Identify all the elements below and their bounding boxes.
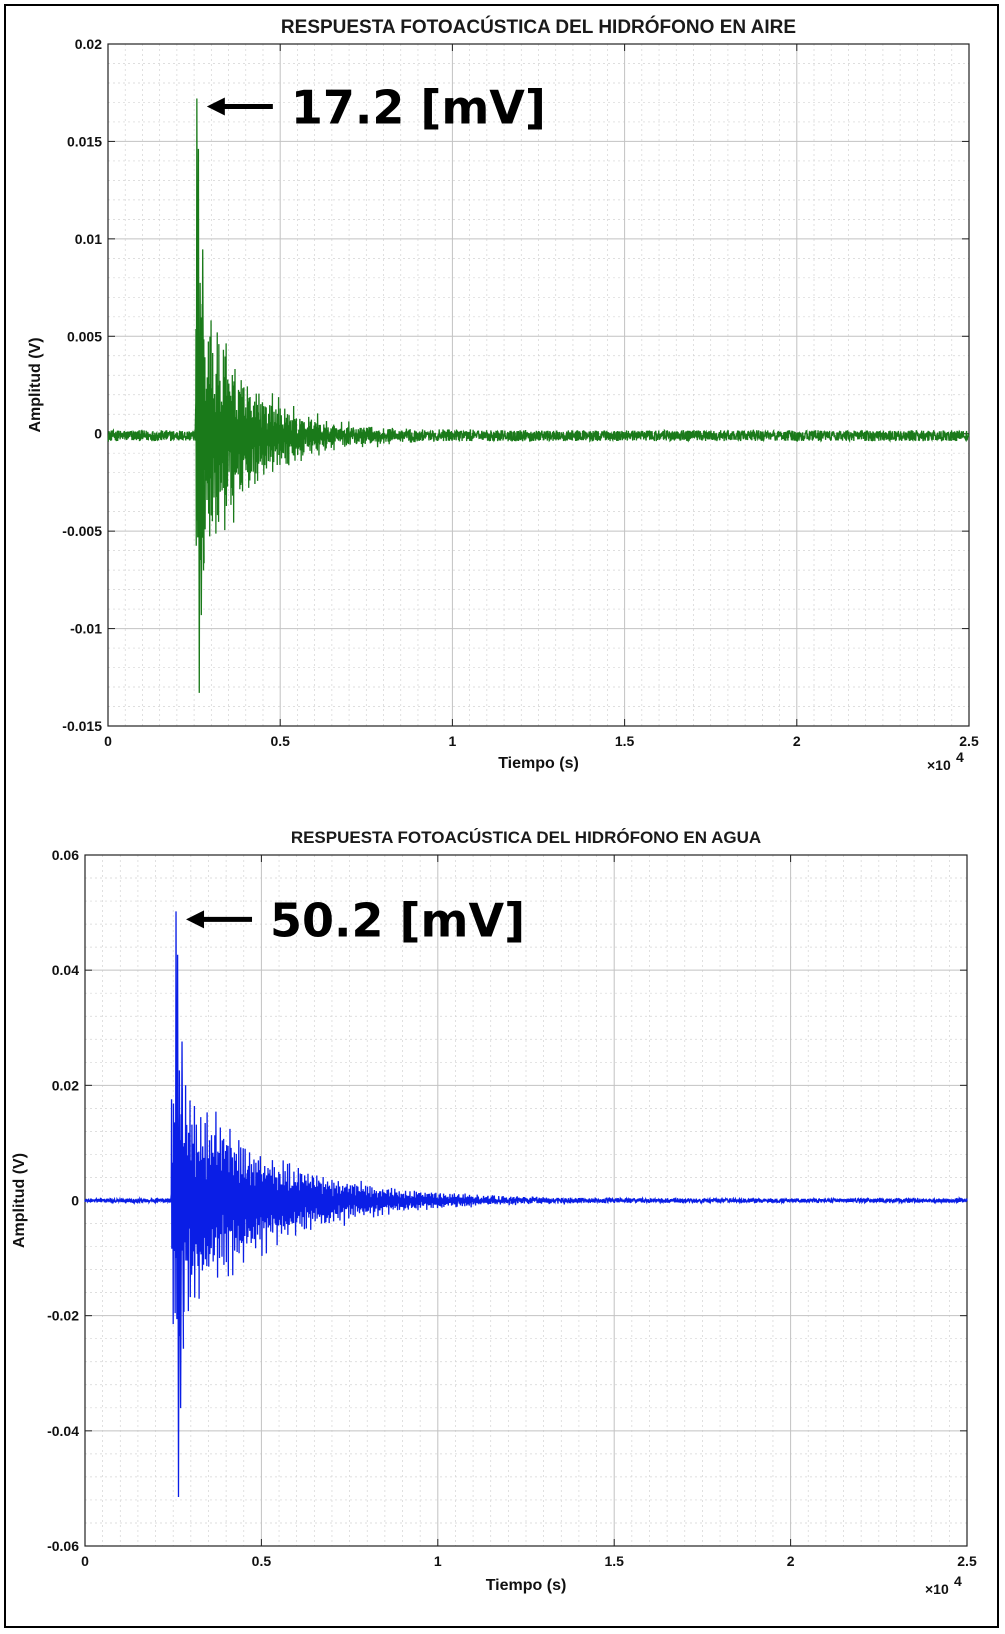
chart-air-x-tick-label: 0.5 <box>270 733 290 749</box>
chart-water-peak-label: 50.2 [mV] <box>270 893 525 947</box>
chart-air-x-axis-label: Tiempo (s) <box>498 755 579 772</box>
chart-water-y-tick-label: -0.06 <box>47 1538 79 1554</box>
chart-water-peak-annotation: 50.2 [mV] <box>186 893 525 947</box>
chart-air-y-tick-label: 0.015 <box>67 133 102 149</box>
chart-water-x-tick-label: 0.5 <box>252 1553 272 1569</box>
chart-water-y-tick-label: -0.02 <box>47 1308 79 1324</box>
chart-air-y-tick-label: -0.005 <box>62 523 102 539</box>
chart-air-x-tick-label: 1.5 <box>615 733 635 749</box>
chart-air-x-tick-label: 1 <box>449 733 457 749</box>
chart-air-y-tick-label: 0.02 <box>75 36 102 52</box>
chart-water-peak-arrowhead <box>186 910 205 929</box>
chart-water-x-exponent-power: 4 <box>954 1573 962 1589</box>
figure-frame <box>4 4 999 1628</box>
chart-water: 0 0.5 1 1.5 2 2.5 -0.06 -0.04 -0.02 0 0.02 0.04 0.06… <box>11 828 977 1597</box>
chart-water-x-tick-label: 2 <box>787 1553 795 1569</box>
chart-air-x-tick-label: 0 <box>104 733 112 749</box>
chart-water-x-exponent: ×10 <box>925 1581 949 1597</box>
chart-water-x-tick-label: 1 <box>434 1553 442 1569</box>
chart-air-y-tick-label: 0.01 <box>75 231 102 247</box>
chart-air-title: RESPUESTA FOTOACÚSTICA DEL HIDRÓFONO EN … <box>281 16 796 38</box>
chart-air-ticks: 0 0.5 1 1.5 2 2.5 -0.015 -0.01 -0.005 0 0.005 0.01 0… <box>62 36 979 749</box>
chart-air-x-exponent: ×10 <box>927 757 951 773</box>
chart-water-x-tick-label: 1.5 <box>604 1553 624 1569</box>
chart-air-y-tick-label: 0 <box>94 426 102 442</box>
chart-water-y-tick-label: 0 <box>71 1193 79 1209</box>
chart-air-x-tick-label: 2 <box>793 733 801 749</box>
chart-water-x-tick-label: 0 <box>81 1553 89 1569</box>
chart-air: 0 0.5 1 1.5 2 2.5 -0.015 -0.01 -0.005 0 0.005 0.01 0… <box>27 16 979 773</box>
chart-air-y-axis-label: Amplitud (V) <box>27 337 44 432</box>
chart-air-peak-label: 17.2 [mV] <box>291 81 546 135</box>
chart-air-peak-annotation: 17.2 [mV] <box>206 81 546 135</box>
chart-water-y-tick-label: 0.04 <box>52 962 79 978</box>
chart-air-x-exponent-power: 4 <box>956 749 964 765</box>
chart-air-series-line <box>107 98 970 693</box>
chart-air-plot-area <box>107 43 970 727</box>
chart-water-series-line <box>84 911 968 1498</box>
chart-water-title: RESPUESTA FOTOACÚSTICA DEL HIDRÓFONO EN … <box>291 828 761 847</box>
chart-water-y-axis-label: Amplitud (V) <box>11 1153 28 1248</box>
chart-water-x-axis-label: Tiempo (s) <box>486 1577 567 1594</box>
chart-water-ticks: 0 0.5 1 1.5 2 2.5 -0.06 -0.04 -0.02 0 0.02 0.04 0.06 <box>47 847 977 1569</box>
chart-air-y-tick-label: -0.015 <box>62 718 102 734</box>
chart-air-y-tick-label: -0.01 <box>70 621 102 637</box>
chart-air-x-tick-label: 2.5 <box>959 733 979 749</box>
chart-water-y-tick-label: -0.04 <box>47 1423 79 1439</box>
chart-water-y-tick-label: 0.02 <box>52 1077 79 1093</box>
chart-air-grid <box>107 43 970 727</box>
chart-air-y-tick-label: 0.005 <box>67 328 102 344</box>
chart-air-peak-arrowhead <box>206 97 225 116</box>
chart-water-y-tick-label: 0.06 <box>52 847 79 863</box>
chart-water-x-tick-label: 2.5 <box>957 1553 977 1569</box>
